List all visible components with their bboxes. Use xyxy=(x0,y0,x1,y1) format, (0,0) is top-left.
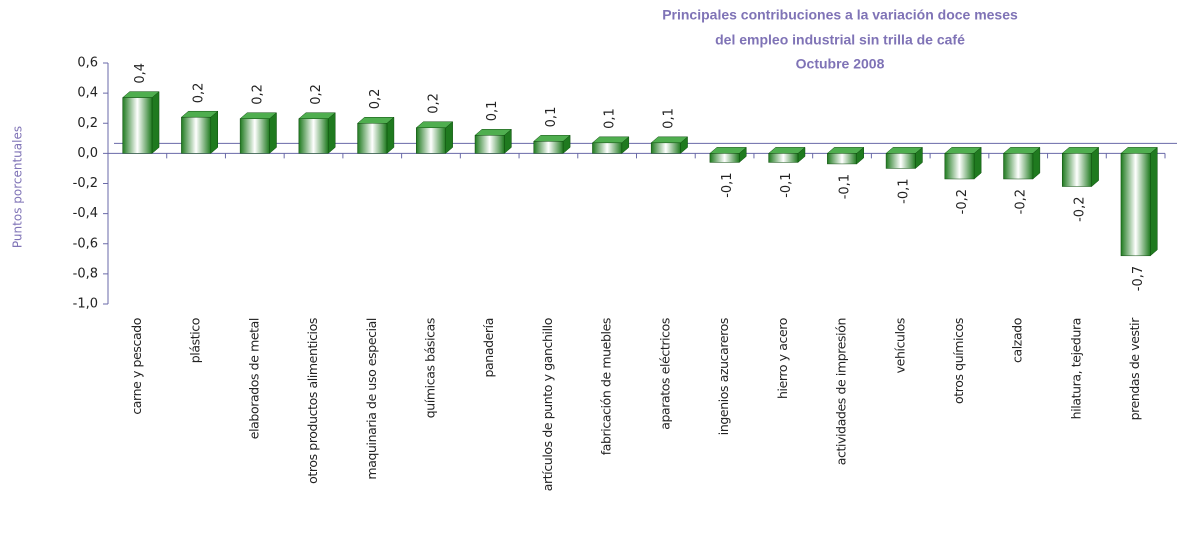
bar-side xyxy=(151,91,160,154)
x-tick-label: hierro y acero xyxy=(775,318,790,399)
bar xyxy=(1061,153,1092,187)
x-tick-label: hilatura, tejedura xyxy=(1068,318,1083,419)
x-tick-label: fabricación de muebles xyxy=(599,318,614,455)
value-label: 0,1 xyxy=(661,108,676,129)
y-tick-label: -0,4 xyxy=(73,206,98,221)
bar xyxy=(122,97,153,154)
bar-side xyxy=(1150,146,1158,257)
bar xyxy=(298,118,329,154)
x-tick-label: otros productos alimenticios xyxy=(305,318,320,484)
bar-side xyxy=(327,112,336,154)
x-tick-label: panadería xyxy=(481,318,496,377)
bar xyxy=(650,142,681,154)
x-tick-label: actividades de impresión xyxy=(834,318,849,465)
value-label: 0,2 xyxy=(368,89,383,110)
value-label: -0,1 xyxy=(720,172,735,197)
value-label: 0,2 xyxy=(426,93,441,114)
bar xyxy=(827,153,857,165)
chart-title: del empleo industrial sin trilla de café xyxy=(715,32,965,48)
bar xyxy=(181,116,212,154)
value-label: 0,1 xyxy=(603,108,618,129)
y-tick-label: -0,2 xyxy=(73,176,98,191)
value-label: 0,2 xyxy=(192,83,207,104)
y-tick-label: 0,4 xyxy=(77,86,98,101)
x-tick-label: aparatos eléctricos xyxy=(657,318,672,430)
x-tick-label: elaborados de metal xyxy=(246,318,261,439)
bar-side xyxy=(210,110,219,154)
bar xyxy=(239,118,270,154)
bar-side xyxy=(1091,146,1099,188)
x-tick-label: maquinaria de uso especial xyxy=(364,318,379,480)
bar xyxy=(944,153,975,180)
value-label: -0,7 xyxy=(1131,266,1146,291)
y-tick-label: 0,0 xyxy=(77,146,98,161)
x-tick-label: plástico xyxy=(188,318,203,363)
bar xyxy=(474,135,505,154)
value-label: 0,4 xyxy=(133,63,148,84)
x-tick-label: vehículos xyxy=(892,318,907,373)
x-tick-label: químicas básicas xyxy=(422,318,437,418)
bar xyxy=(1120,153,1151,257)
x-tick-label: ingenios azucareros xyxy=(716,318,731,435)
y-axis-label: Puntos porcentuales xyxy=(11,126,25,248)
x-tick-label: carne y pescado xyxy=(129,318,144,415)
x-tick-label: artículos de punto y ganchillo xyxy=(540,318,555,491)
bar xyxy=(1003,153,1034,180)
value-label: -0,1 xyxy=(896,178,911,203)
bar xyxy=(357,123,388,154)
value-label: 0,2 xyxy=(309,84,324,105)
chart-title: Principales contribuciones a la variació… xyxy=(662,7,1018,23)
value-label: 0,1 xyxy=(544,107,559,128)
y-tick-label: -0,6 xyxy=(73,236,98,251)
bar xyxy=(416,127,446,154)
bar xyxy=(592,142,623,154)
x-tick-label: prendas de vestir xyxy=(1127,317,1142,421)
bar xyxy=(709,153,740,163)
y-tick-label: 0,6 xyxy=(77,56,98,71)
y-tick-label: 0,2 xyxy=(77,116,98,131)
value-label: 0,1 xyxy=(485,101,500,122)
bar xyxy=(885,153,916,169)
value-label: -0,2 xyxy=(1072,197,1087,222)
y-tick-label: -1,0 xyxy=(73,297,98,312)
x-tick-label: calzado xyxy=(1010,318,1025,363)
bar xyxy=(768,153,799,163)
value-label: -0,2 xyxy=(955,189,970,214)
chart-title: Octubre 2008 xyxy=(796,56,885,72)
y-tick-label: -0,8 xyxy=(73,266,98,281)
value-label: -0,1 xyxy=(779,172,794,197)
value-label: -0,1 xyxy=(838,174,853,199)
value-label: 0,2 xyxy=(250,84,265,105)
x-tick-label: otros químicos xyxy=(951,318,966,404)
bar xyxy=(533,141,564,154)
value-label: -0,2 xyxy=(1014,189,1029,214)
bar-side xyxy=(269,112,277,154)
